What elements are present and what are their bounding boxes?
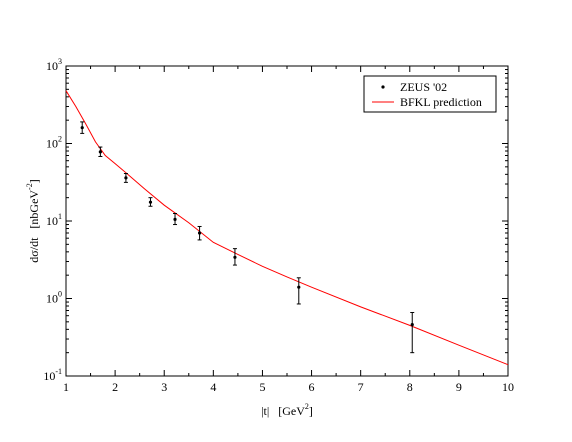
data-marker xyxy=(197,231,202,235)
y-tick-label: 101 xyxy=(46,212,62,228)
y-tick-label: 103 xyxy=(46,57,62,73)
zeus-data-point xyxy=(296,277,301,305)
y-tick-label: 10-1 xyxy=(43,367,62,383)
y-axis-label-main: dσ/dt xyxy=(27,237,41,263)
data-marker xyxy=(124,176,128,180)
data-marker xyxy=(410,323,414,327)
y-tick-exp: 3 xyxy=(58,57,62,66)
zeus-data-point xyxy=(123,173,128,183)
zeus-data-point xyxy=(173,212,178,226)
zeus-data-point xyxy=(80,121,85,134)
zeus-data-point xyxy=(197,225,202,241)
y-tick-exp: 0 xyxy=(58,290,62,299)
x-tick-label: 4 xyxy=(210,380,216,394)
x-axis-label-sup: 2 xyxy=(305,402,309,411)
x-tick-label: 2 xyxy=(112,380,118,394)
data-marker xyxy=(80,126,84,130)
bfkl-prediction-line xyxy=(65,90,509,366)
y-tick-base: 10 xyxy=(43,369,55,383)
x-tick-label: 5 xyxy=(259,380,265,394)
legend-label-zeus: ZEUS '02 xyxy=(400,80,447,94)
y-axis-label-sup: -2 xyxy=(25,183,34,190)
legend-marker-zeus xyxy=(381,85,385,89)
y-tick-base: 10 xyxy=(46,292,58,306)
y-tick-label: 102 xyxy=(46,135,62,151)
y-tick-base: 10 xyxy=(46,137,58,151)
data-marker xyxy=(148,200,153,204)
x-tick-label: 1 xyxy=(63,380,69,394)
data-marker xyxy=(98,150,102,154)
legend-label-bfkl: BFKL prediction xyxy=(400,95,482,109)
y-tick-exp: 2 xyxy=(58,135,62,144)
x-axis-label-main: |t| xyxy=(261,404,269,418)
x-axis-label-unit: GeV xyxy=(282,404,305,418)
y-tick-base: 10 xyxy=(46,214,58,228)
y-tick-exp: -1 xyxy=(55,367,62,376)
zeus-data-point xyxy=(98,146,103,157)
zeus-data-point xyxy=(148,197,153,207)
y-axis-label: dσ/dt [nbGeV-2] xyxy=(25,179,41,262)
data-marker xyxy=(297,285,301,289)
data-marker xyxy=(233,255,237,259)
x-tick-label: 3 xyxy=(161,380,167,394)
x-tick-label: 6 xyxy=(309,380,315,394)
zeus-data-point xyxy=(232,248,237,266)
y-tick-label: 100 xyxy=(46,290,62,306)
data-marker xyxy=(173,217,177,221)
y-tick-exp: 1 xyxy=(58,212,62,221)
x-tick-label: 10 xyxy=(502,380,514,394)
x-axis-label: |t| [GeV2] xyxy=(261,402,313,418)
y-axis-label-unit: nbGeV xyxy=(27,190,41,225)
x-tick-label: 9 xyxy=(456,380,462,394)
axis-labels: |t| [GeV2] dσ/dt [nbGeV-2] xyxy=(25,179,313,418)
y-tick-base: 10 xyxy=(46,59,58,73)
zeus-points-group xyxy=(80,121,415,354)
legend-box xyxy=(363,75,497,113)
zeus-data-point xyxy=(410,311,415,354)
x-tick-label: 7 xyxy=(358,380,364,394)
x-tick-label: 8 xyxy=(407,380,413,394)
bfkl-line-group xyxy=(65,90,509,366)
